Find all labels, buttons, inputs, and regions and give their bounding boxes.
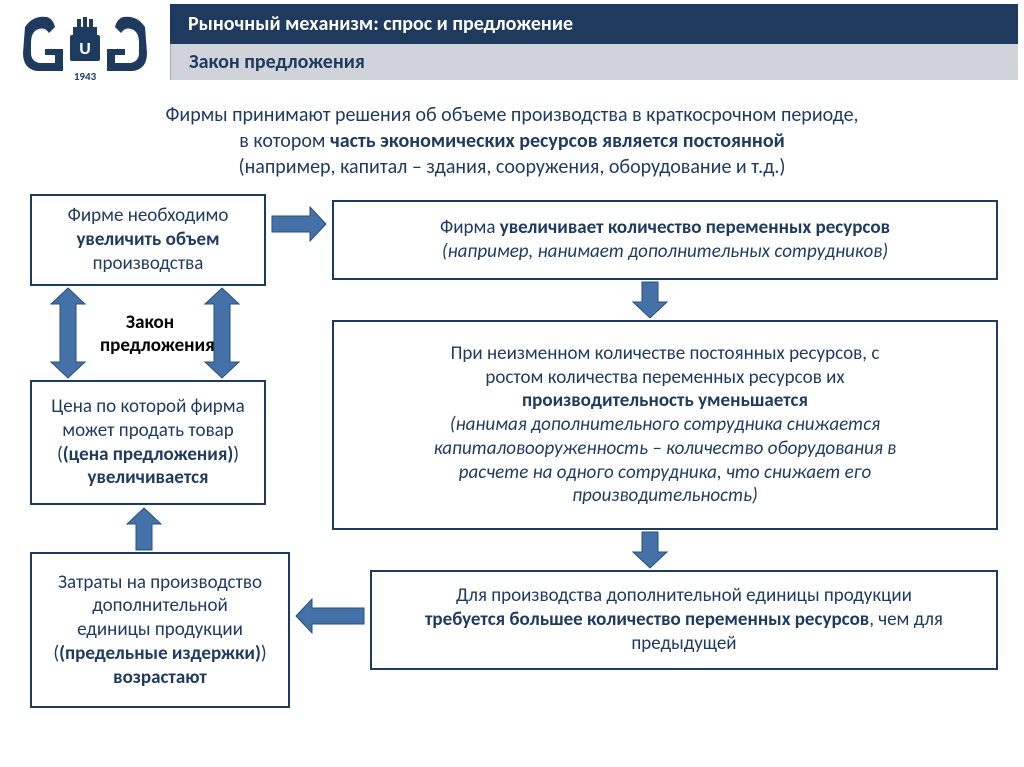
university-crest-icon: U (15, 7, 155, 72)
box-increase-volume: Фирме необходимо увеличить объем произво… (30, 194, 266, 286)
intro-line3: (например, капитал – здания, сооружения,… (30, 154, 994, 180)
box-price-increases: Цена по которой фирмаможет продать товар… (30, 380, 266, 505)
intro-line1: Фирмы принимают решения об объеме произв… (30, 102, 994, 128)
box-marginal-costs: Затраты на производстводополнительнойеди… (30, 552, 290, 708)
svg-text:U: U (79, 41, 91, 58)
page-subtitle: Закон предложения (170, 44, 1018, 80)
flowchart: Фирме необходимо увеличить объем произво… (0, 194, 1024, 739)
box-more-resources-needed: Для производства дополнительной единицы … (370, 570, 998, 670)
logo: U 1943 (0, 0, 170, 90)
box-productivity-decreases: При неизменном количестве постоянных рес… (332, 320, 998, 530)
law-of-supply-label: Законпредложения (100, 312, 200, 358)
logo-year: 1943 (74, 70, 96, 83)
page-title: Рыночный механизм: спрос и предложение (170, 4, 1018, 44)
intro-line2: в котором часть экономических ресурсов я… (30, 128, 994, 154)
box-increase-resources: Фирма увеличивает количество переменных … (332, 200, 998, 280)
intro-text: Фирмы принимают решения об объеме произв… (0, 90, 1024, 194)
